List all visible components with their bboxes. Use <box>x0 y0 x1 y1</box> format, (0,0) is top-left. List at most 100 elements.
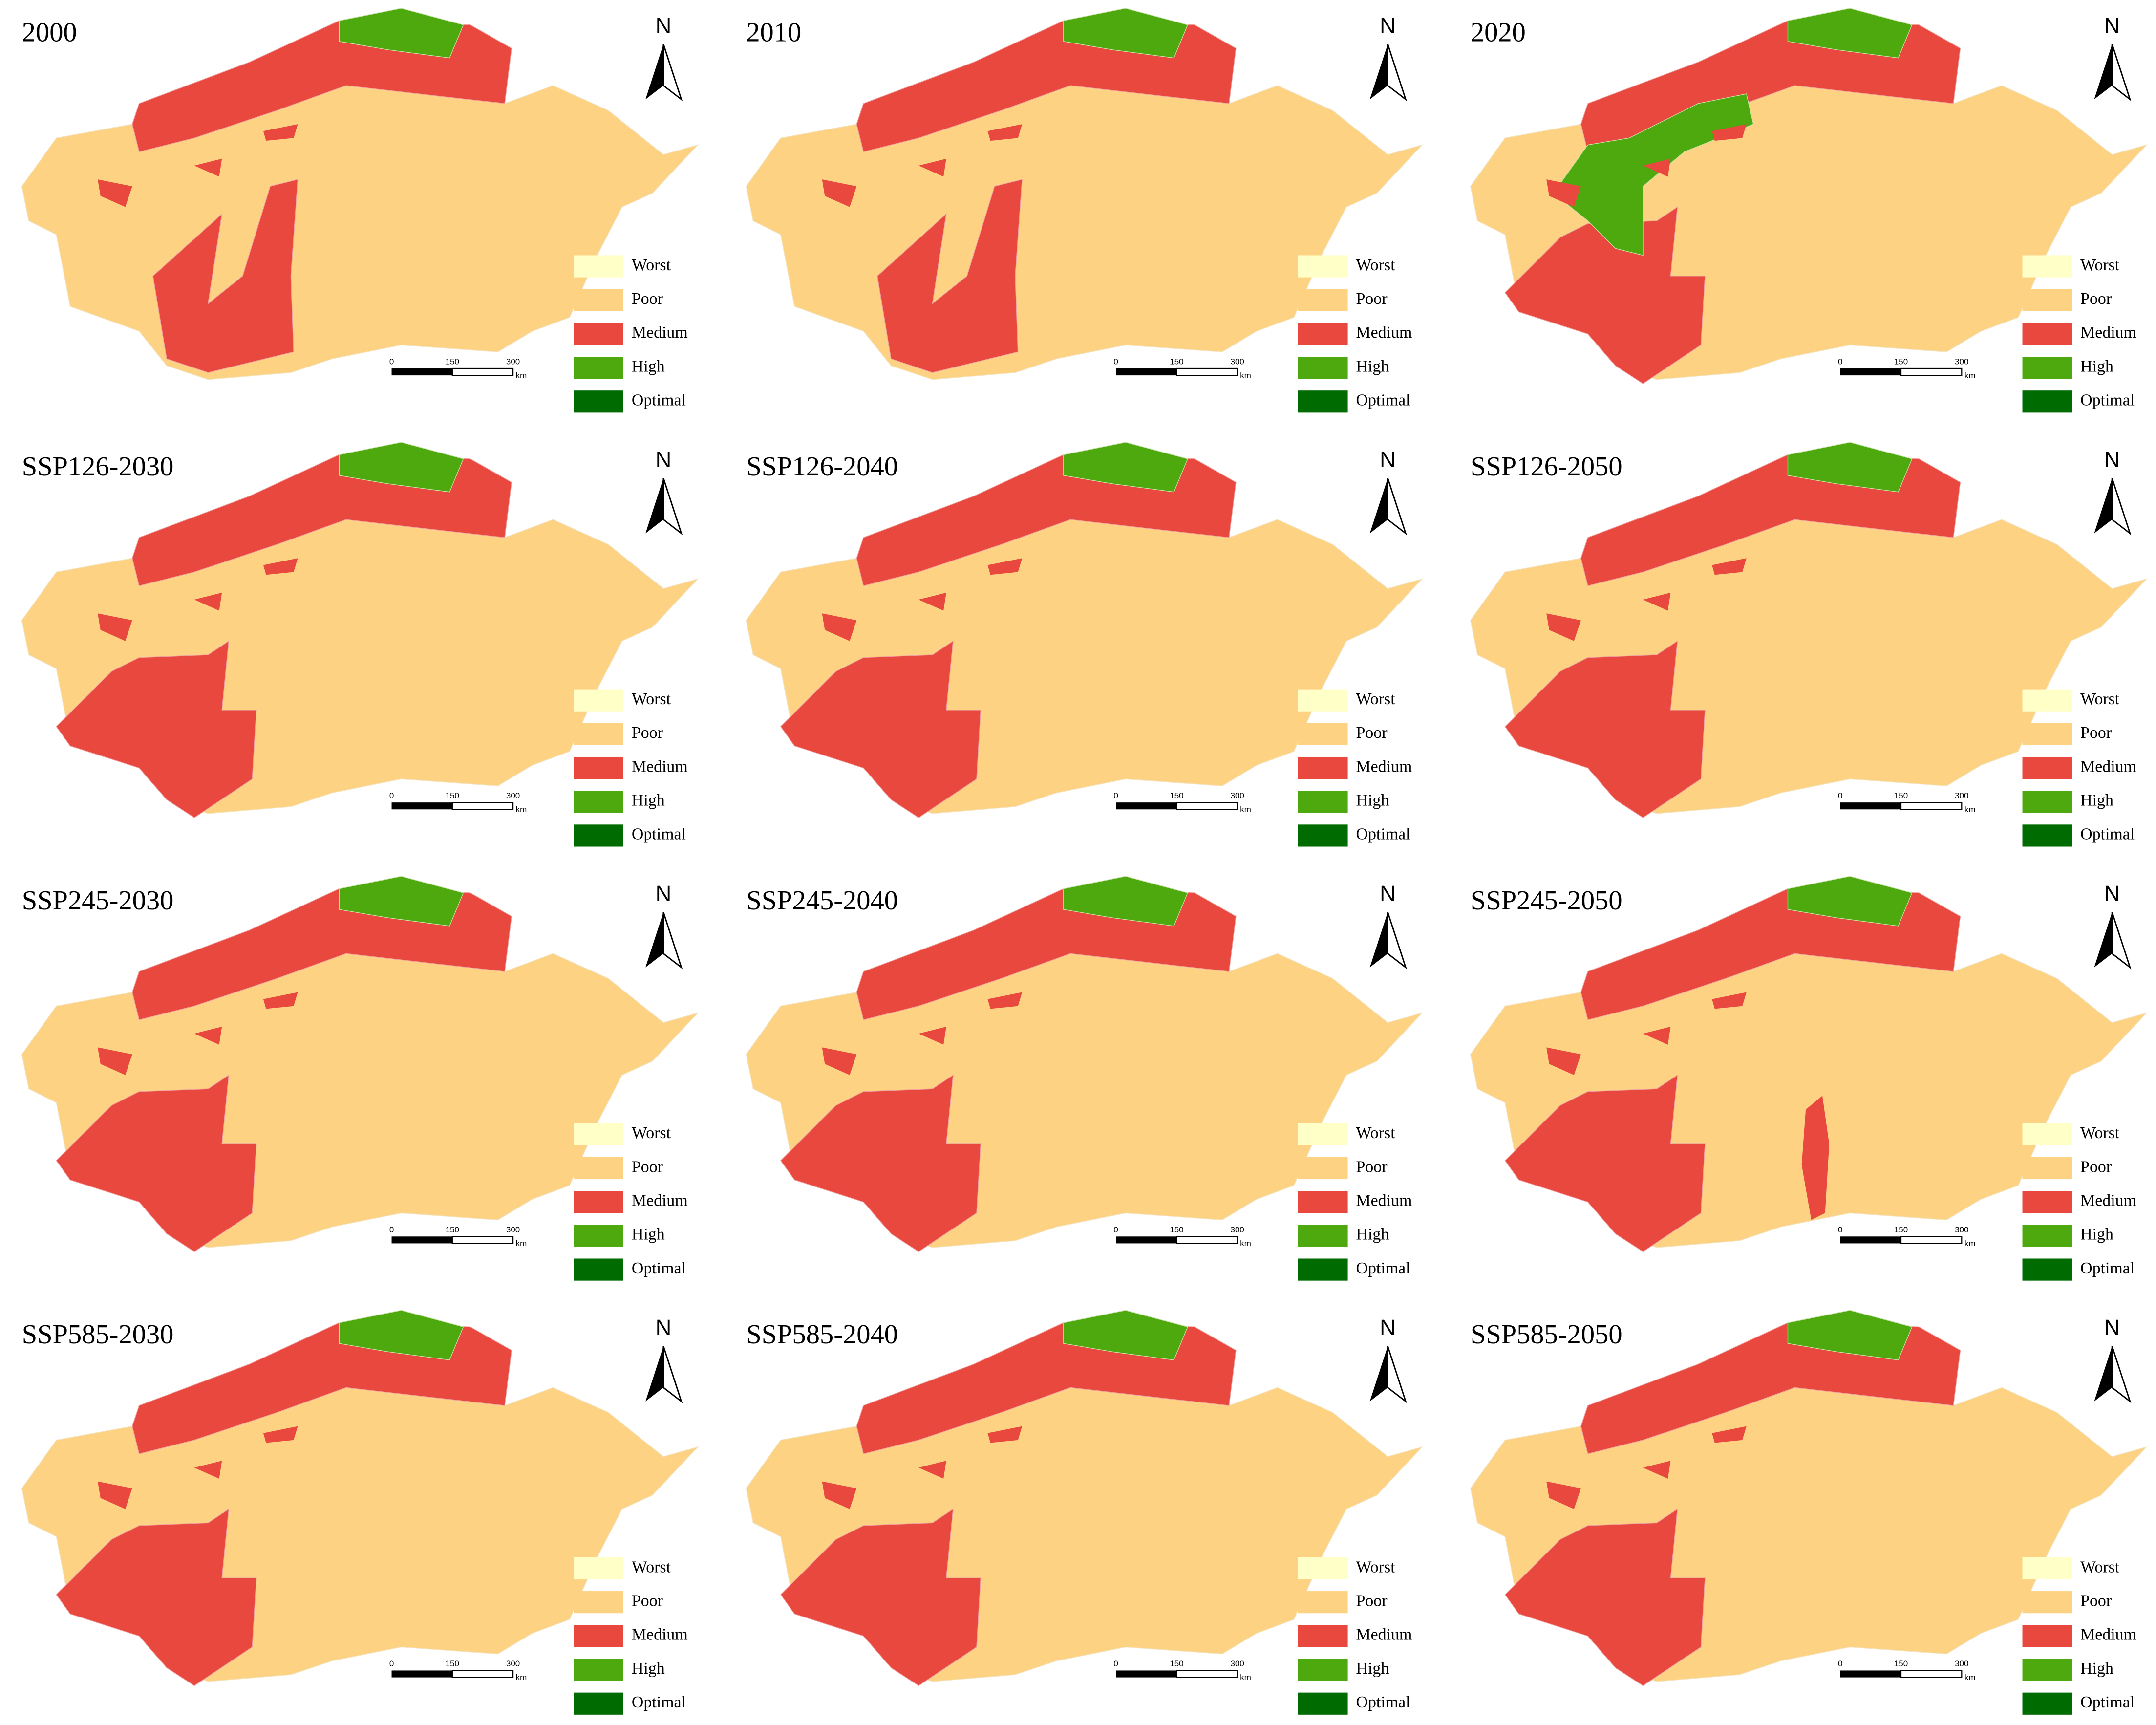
legend-swatch <box>2022 1191 2072 1213</box>
scale-unit: km <box>1964 371 1976 380</box>
region-high <box>1787 1310 1913 1360</box>
scale-bar <box>1900 802 1963 810</box>
legend-label: Worst <box>1356 1558 1396 1576</box>
legend-label: Medium <box>632 757 688 776</box>
legend-label: High <box>1356 1660 1389 1678</box>
legend-swatch <box>1298 255 1348 278</box>
legend-swatch <box>574 1157 623 1180</box>
region-medium <box>780 640 982 819</box>
legend-swatch <box>1298 1123 1348 1145</box>
legend-label: High <box>632 792 665 810</box>
legend-label: Medium <box>632 1191 688 1209</box>
scale-label: 150 <box>1170 791 1183 800</box>
north-label: N <box>656 881 672 906</box>
region-medium <box>822 1481 857 1509</box>
scale-label: 300 <box>506 791 520 800</box>
region-high <box>1063 1310 1188 1360</box>
legend-swatch <box>1298 323 1348 345</box>
legend-swatch <box>2022 357 2072 379</box>
panel-title: SSP126-2040 <box>746 452 898 482</box>
legend-swatch <box>1298 1625 1348 1647</box>
scale-label: 150 <box>1894 357 1908 367</box>
scale-unit: km <box>1240 371 1251 380</box>
legend-swatch <box>1298 1659 1348 1681</box>
region-high <box>339 1310 464 1360</box>
legend-label: Optimal <box>632 1693 686 1711</box>
scale-bar <box>1176 1236 1238 1244</box>
legend-label: Medium <box>2080 1191 2136 1209</box>
legend-swatch <box>574 390 623 413</box>
scale-bar <box>1840 368 1901 376</box>
north-arrow <box>662 1346 683 1403</box>
scale-unit: km <box>1964 1673 1976 1682</box>
scale-label: 0 <box>389 357 394 367</box>
scale-bar <box>1176 367 1238 376</box>
legend-swatch <box>574 357 623 379</box>
panel-title: SSP245-2050 <box>1471 885 1622 916</box>
legend-label: Poor <box>2080 1592 2112 1610</box>
legend-label: High <box>2080 792 2113 810</box>
panel-title: 2020 <box>1471 18 1526 48</box>
map-panel: SSP126-2050 N Worst Poor Medium High Optimal 0 1… <box>1470 442 2148 847</box>
region-medium <box>1546 1047 1581 1075</box>
legend-label: Medium <box>1356 1191 1412 1209</box>
legend-label: High <box>2080 357 2113 375</box>
legend-label: Poor <box>632 724 663 742</box>
north-arrow <box>2111 478 2132 536</box>
scale-label: 150 <box>1170 1225 1183 1234</box>
legend-swatch <box>1298 791 1348 813</box>
legend-swatch <box>2022 1157 2072 1180</box>
legend-label: Worst <box>632 1124 671 1142</box>
legend-label: Medium <box>632 323 688 342</box>
scale-unit: km <box>1240 1239 1251 1248</box>
region-medium <box>1643 1461 1671 1479</box>
legend-label: High <box>2080 1226 2113 1244</box>
region-medium <box>1504 1508 1706 1686</box>
region-high <box>1063 8 1188 59</box>
region-medium <box>987 1426 1023 1443</box>
scale-bar <box>1840 802 1901 810</box>
region-medium <box>194 592 222 611</box>
region-medium <box>1546 1481 1581 1509</box>
region-medium <box>987 558 1023 575</box>
map-panel: SSP245-2030 N Worst Poor Medium High Optimal 0 1… <box>21 876 699 1281</box>
legend-label: Optimal <box>632 391 686 410</box>
scale-bar <box>1176 802 1238 810</box>
legend-label: Worst <box>2080 690 2120 708</box>
legend-label: Poor <box>2080 724 2112 742</box>
north-label: N <box>2104 447 2120 472</box>
region-medium <box>1504 206 1706 384</box>
legend-swatch <box>1298 1191 1348 1213</box>
legend-swatch <box>1298 1591 1348 1614</box>
legend-swatch <box>2022 390 2072 413</box>
region-medium <box>918 1461 946 1479</box>
north-arrow <box>2111 43 2132 102</box>
scale-label: 150 <box>446 357 459 367</box>
scale-unit: km <box>516 1673 527 1682</box>
region-high <box>339 8 464 59</box>
legend-label: Optimal <box>2080 825 2135 843</box>
map-panel: 2000 N Worst Poor Medium High Optimal 0 150 300 km <box>21 8 699 413</box>
north-label: N <box>1380 447 1396 472</box>
north-arrow <box>2111 1346 2132 1403</box>
legend-label: High <box>1356 792 1389 810</box>
scale-label: 150 <box>1170 357 1183 367</box>
region-medium <box>822 179 857 207</box>
region-medium <box>1504 1074 1706 1252</box>
region-medium <box>263 124 298 141</box>
scale-label: 0 <box>389 791 394 800</box>
legend-swatch <box>1298 723 1348 745</box>
legend-swatch <box>2022 1557 2072 1580</box>
north-arrow <box>645 912 663 968</box>
scale-bar <box>451 802 514 810</box>
scale-label: 300 <box>1955 357 1968 367</box>
legend-label: Poor <box>1356 1158 1388 1176</box>
north-label: N <box>1380 1315 1396 1340</box>
legend-swatch <box>2022 756 2072 779</box>
legend-swatch <box>574 1225 623 1247</box>
map-panel: 2010 N Worst Poor Medium High Optimal 0 150 300 km <box>746 8 1424 413</box>
region-high <box>339 442 464 493</box>
scale-unit: km <box>1240 805 1251 814</box>
legend-label: Worst <box>632 256 671 274</box>
legend-swatch <box>1298 689 1348 712</box>
